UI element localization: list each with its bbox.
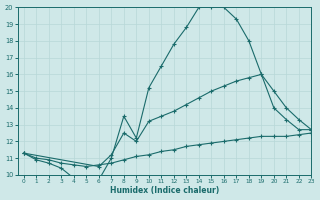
X-axis label: Humidex (Indice chaleur): Humidex (Indice chaleur) <box>110 186 219 195</box>
